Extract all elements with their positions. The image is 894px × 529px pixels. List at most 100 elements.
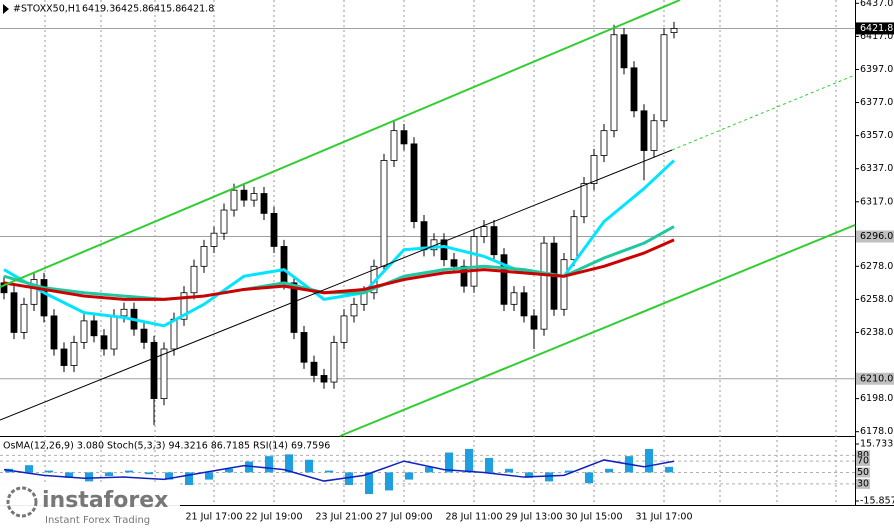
channel-lower: [339, 224, 856, 437]
indicator-tick-label: -15.857: [860, 496, 894, 507]
osma-bar: [585, 472, 593, 484]
x-tick-label: 28 Jul 11:00: [446, 512, 503, 523]
candle-body: [40, 279, 48, 317]
candle-body: [200, 246, 208, 267]
y-tick-label: 6357.0: [860, 130, 893, 141]
candle-body: [300, 332, 308, 363]
x-tick-label: 31 Jul 17:00: [636, 512, 693, 523]
osma-bar: [145, 472, 153, 475]
candle-body: [230, 189, 238, 211]
y-tick-label: 6317.0: [860, 196, 893, 207]
indicator-tick-label: 15.733: [860, 439, 893, 450]
candle-body: [170, 318, 178, 350]
candle-body: [350, 303, 358, 317]
price-marker-bg: [856, 230, 894, 243]
ohlc-close: 6421.8: [181, 4, 214, 15]
osma-bar: [245, 461, 253, 473]
osma-bar: [165, 472, 173, 480]
candle-body: [100, 335, 108, 350]
level-label-bg: [856, 456, 870, 467]
candle-body: [240, 189, 248, 201]
candle-body: [70, 341, 78, 366]
candle-body: [180, 292, 188, 320]
y-tick-label: 6278.0: [860, 261, 893, 272]
candle-body: [340, 315, 348, 343]
osma-bar: [485, 457, 493, 473]
x-tick-label: 30 Jul 15:00: [566, 512, 623, 523]
osma-bar: [465, 448, 473, 473]
level-label-bg: [856, 478, 870, 489]
candle-body: [30, 279, 38, 305]
candle-body: [210, 232, 218, 247]
osma-bar: [445, 452, 453, 473]
candle-body: [510, 292, 518, 305]
osma-bar: [545, 472, 553, 482]
candle-body: [20, 303, 28, 333]
candle-body: [400, 130, 408, 145]
y-tick-label: 6198.0: [860, 393, 893, 404]
osma-bar: [605, 468, 613, 473]
osma-bar: [565, 470, 573, 473]
osma-bar: [305, 459, 313, 473]
x-tick-label: 23 Jul 21:00: [316, 512, 373, 523]
candle-body: [50, 315, 58, 350]
osma-bar: [525, 472, 533, 478]
y-tick-label: 6258.0: [860, 294, 893, 305]
osma-bar: [265, 456, 273, 473]
osma-bar: [205, 472, 213, 480]
x-tick-label: 27 Jul 09:00: [376, 512, 433, 523]
x-tick-label: 22 Jul 19:00: [246, 512, 303, 523]
candle-body: [440, 239, 448, 261]
candle-body: [270, 212, 278, 247]
rsi-line: [3, 459, 675, 482]
osma-bar: [225, 468, 233, 473]
candle-body: [570, 216, 578, 261]
channel-upper: [0, 0, 681, 288]
candle-body: [260, 193, 268, 214]
y-tick-label: 6337.0: [860, 163, 893, 174]
x-tick-label: 29 Jul 13:00: [506, 512, 563, 523]
y-tick-label: 6377.0: [860, 97, 893, 108]
osma-bar: [385, 472, 393, 491]
candle-body: [310, 361, 318, 376]
candle-body: [120, 308, 128, 317]
logo-tagline: Instant Forex Trading: [45, 515, 150, 526]
candle-body: [490, 226, 498, 256]
osma-bar: [645, 448, 653, 473]
candle-body: [390, 130, 398, 161]
candle-body: [650, 120, 658, 151]
y-tick-label: 6238.0: [860, 327, 893, 338]
candle-body: [600, 130, 608, 156]
candle-body: [60, 348, 68, 366]
osma-bar: [285, 454, 293, 473]
channel: [0, 0, 856, 437]
logo: instaforex Instant Forex Trading: [0, 482, 180, 529]
osma-bar: [45, 470, 53, 473]
candle-body: [290, 282, 298, 333]
candle-body: [320, 375, 328, 383]
ohlc-low: 6415.8: [148, 4, 181, 15]
candle-body: [520, 292, 528, 317]
y-tick-label: 6397.0: [860, 64, 893, 75]
candle-body: [480, 226, 488, 237]
candle-body: [450, 259, 458, 267]
candle-body: [160, 348, 168, 400]
candle-body: [410, 143, 418, 223]
symbol: #STOXX50,H1: [13, 4, 81, 15]
candle-body: [80, 320, 88, 343]
osma-bar: [345, 472, 353, 486]
candle-body: [460, 265, 468, 287]
candle-body: [0, 282, 8, 294]
candle-body: [620, 34, 628, 69]
price-marker-label: 6210.0: [860, 373, 893, 384]
header-arrow: [3, 4, 9, 14]
osma-bar: [405, 472, 413, 480]
ohlc-high: 6425.8: [115, 4, 148, 15]
level-label: 30: [857, 478, 869, 489]
channel-mid-ext: [671, 74, 856, 151]
osma-bar: [325, 470, 333, 473]
candle-body: [660, 34, 668, 122]
grid: [0, 0, 859, 505]
